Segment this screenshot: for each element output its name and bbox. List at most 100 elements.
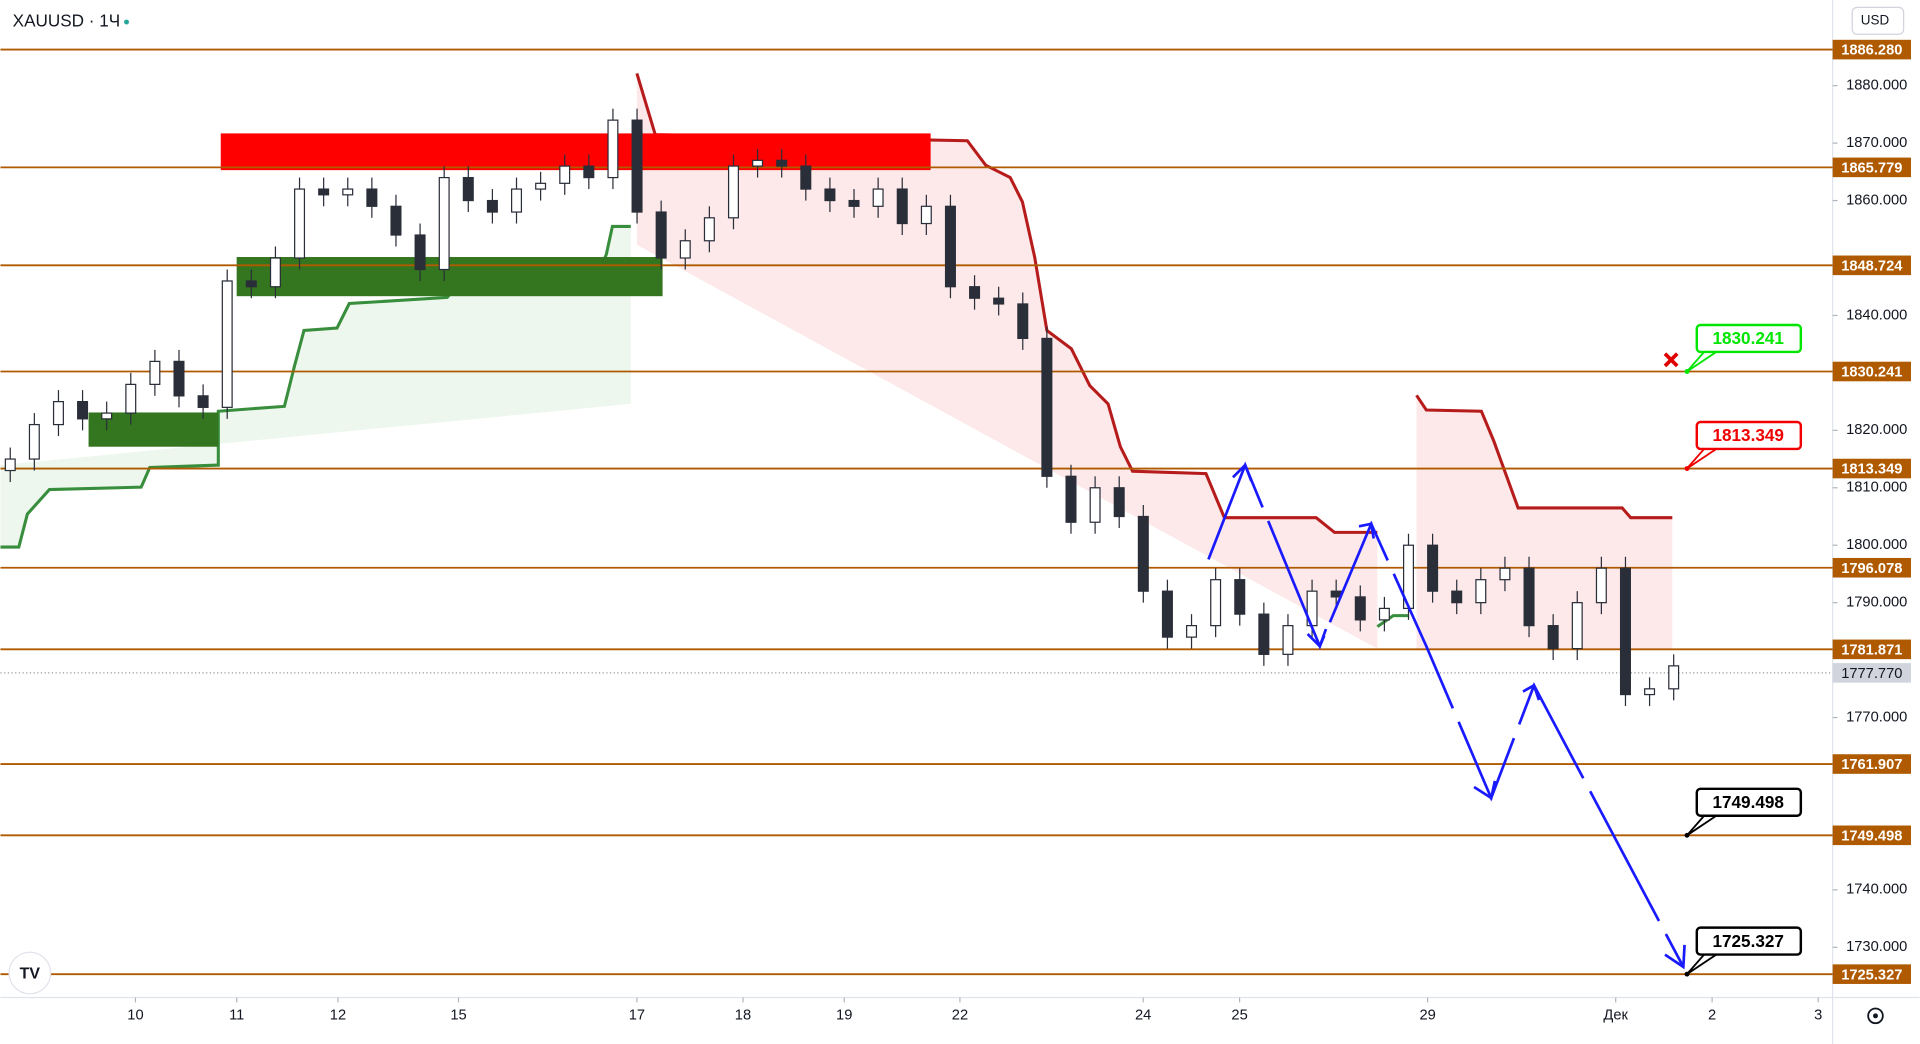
candle-body xyxy=(149,360,161,385)
candle xyxy=(655,200,667,270)
candle-body xyxy=(824,188,836,202)
x-tick-label: 2 xyxy=(1708,1008,1716,1024)
candle-body xyxy=(1451,590,1463,604)
candle-body xyxy=(1427,544,1439,592)
level-tag-label: 1781.871 xyxy=(1841,642,1902,658)
callout-box xyxy=(1695,787,1803,817)
x-tick-label: 25 xyxy=(1231,1008,1247,1024)
candle-body xyxy=(462,176,474,202)
callout-label: 1830.241 xyxy=(1712,328,1784,348)
candle xyxy=(848,189,860,218)
callout-dot xyxy=(1684,369,1690,374)
level-tag xyxy=(1832,157,1911,178)
candle xyxy=(1186,614,1198,649)
candle xyxy=(462,166,474,213)
callout-dot xyxy=(1684,466,1690,471)
candle-body xyxy=(993,297,1005,305)
level-tag xyxy=(1832,754,1911,774)
candle xyxy=(28,413,40,471)
level-tag-label: 1886.280 xyxy=(1841,43,1902,59)
candle-body xyxy=(245,280,257,288)
candle xyxy=(414,223,426,281)
candle-body xyxy=(1571,602,1583,650)
level-tag-label: 1749.498 xyxy=(1841,828,1902,844)
x-tick-label: 19 xyxy=(836,1008,852,1024)
symbol-title: XAUUSD · 1Ч xyxy=(13,11,121,31)
candle-body xyxy=(559,165,571,184)
candle-body xyxy=(269,257,281,288)
candle-body xyxy=(1258,613,1270,655)
callout-label: 1725.327 xyxy=(1712,931,1783,951)
candle-body xyxy=(944,205,956,288)
candle-body xyxy=(197,395,209,408)
tv-logo: TV xyxy=(8,951,52,995)
candle-body xyxy=(1161,590,1173,638)
candle-body xyxy=(511,188,523,213)
forecast-arrows xyxy=(1207,461,1686,970)
candle xyxy=(1571,591,1583,661)
x-tick-label: 22 xyxy=(952,1008,968,1024)
y-tick-label: 1810.000 xyxy=(1846,480,1907,496)
candle xyxy=(1378,596,1390,632)
level-tag xyxy=(1832,361,1911,382)
candle-body xyxy=(1113,487,1125,518)
x-tick-label: 15 xyxy=(450,1008,466,1024)
candle-body xyxy=(438,176,450,271)
candle-body xyxy=(1041,337,1053,477)
candle-body xyxy=(1499,567,1511,581)
x-tick-label: 29 xyxy=(1419,1008,1435,1024)
level-tag-label: 1796.078 xyxy=(1841,561,1902,577)
candle-body xyxy=(679,240,691,259)
level-tag-label: 1848.724 xyxy=(1841,258,1903,274)
candle xyxy=(438,166,450,281)
x-tick-label: 17 xyxy=(629,1008,645,1024)
callout-box xyxy=(1695,926,1803,956)
candle-body xyxy=(1234,579,1246,615)
level-tag xyxy=(1832,964,1911,984)
candle xyxy=(679,229,691,270)
candle-body xyxy=(1523,567,1535,627)
candle xyxy=(1644,677,1656,707)
x-tick-label: Дек xyxy=(1603,1008,1628,1024)
candle xyxy=(559,154,571,195)
x-tick-label: 3 xyxy=(1814,1008,1822,1024)
candle-body xyxy=(390,205,402,236)
candle xyxy=(1499,556,1511,592)
y-tick-label: 1800.000 xyxy=(1846,537,1907,553)
candle xyxy=(366,177,378,218)
candle xyxy=(1282,614,1294,666)
candle-body xyxy=(872,188,884,207)
settings-icon[interactable] xyxy=(1867,1007,1884,1025)
candle xyxy=(511,177,523,224)
y-tick-label: 1870.000 xyxy=(1846,135,1907,151)
candle-body xyxy=(1354,596,1366,621)
candle-body xyxy=(294,188,306,259)
level-tag-label: 1830.241 xyxy=(1841,365,1902,381)
candle xyxy=(390,194,402,247)
candle-body xyxy=(1017,303,1029,340)
candle-body xyxy=(1475,579,1487,604)
candle-body xyxy=(631,119,643,213)
candle xyxy=(101,401,113,431)
currency-button[interactable] xyxy=(1851,6,1905,35)
candle-body xyxy=(848,199,860,207)
currency-label[interactable]: USD xyxy=(1861,12,1890,27)
downtrend-line xyxy=(635,72,1378,534)
y-tick-label: 1860.000 xyxy=(1846,192,1907,208)
candle-body xyxy=(1644,688,1656,696)
supply-zone xyxy=(220,133,931,171)
uptrend-line-2 xyxy=(1376,614,1408,628)
y-tick-label: 1740.000 xyxy=(1846,882,1907,898)
candle-body xyxy=(776,159,788,167)
candle xyxy=(1354,585,1366,632)
level-tag xyxy=(1832,557,1911,578)
candle-body xyxy=(583,165,595,179)
callout-dot xyxy=(1684,971,1690,977)
candle xyxy=(1113,476,1125,528)
candle xyxy=(77,390,89,431)
candle-body xyxy=(52,400,64,426)
candle xyxy=(1137,505,1149,603)
candle xyxy=(752,148,764,178)
candle-body xyxy=(920,205,932,225)
